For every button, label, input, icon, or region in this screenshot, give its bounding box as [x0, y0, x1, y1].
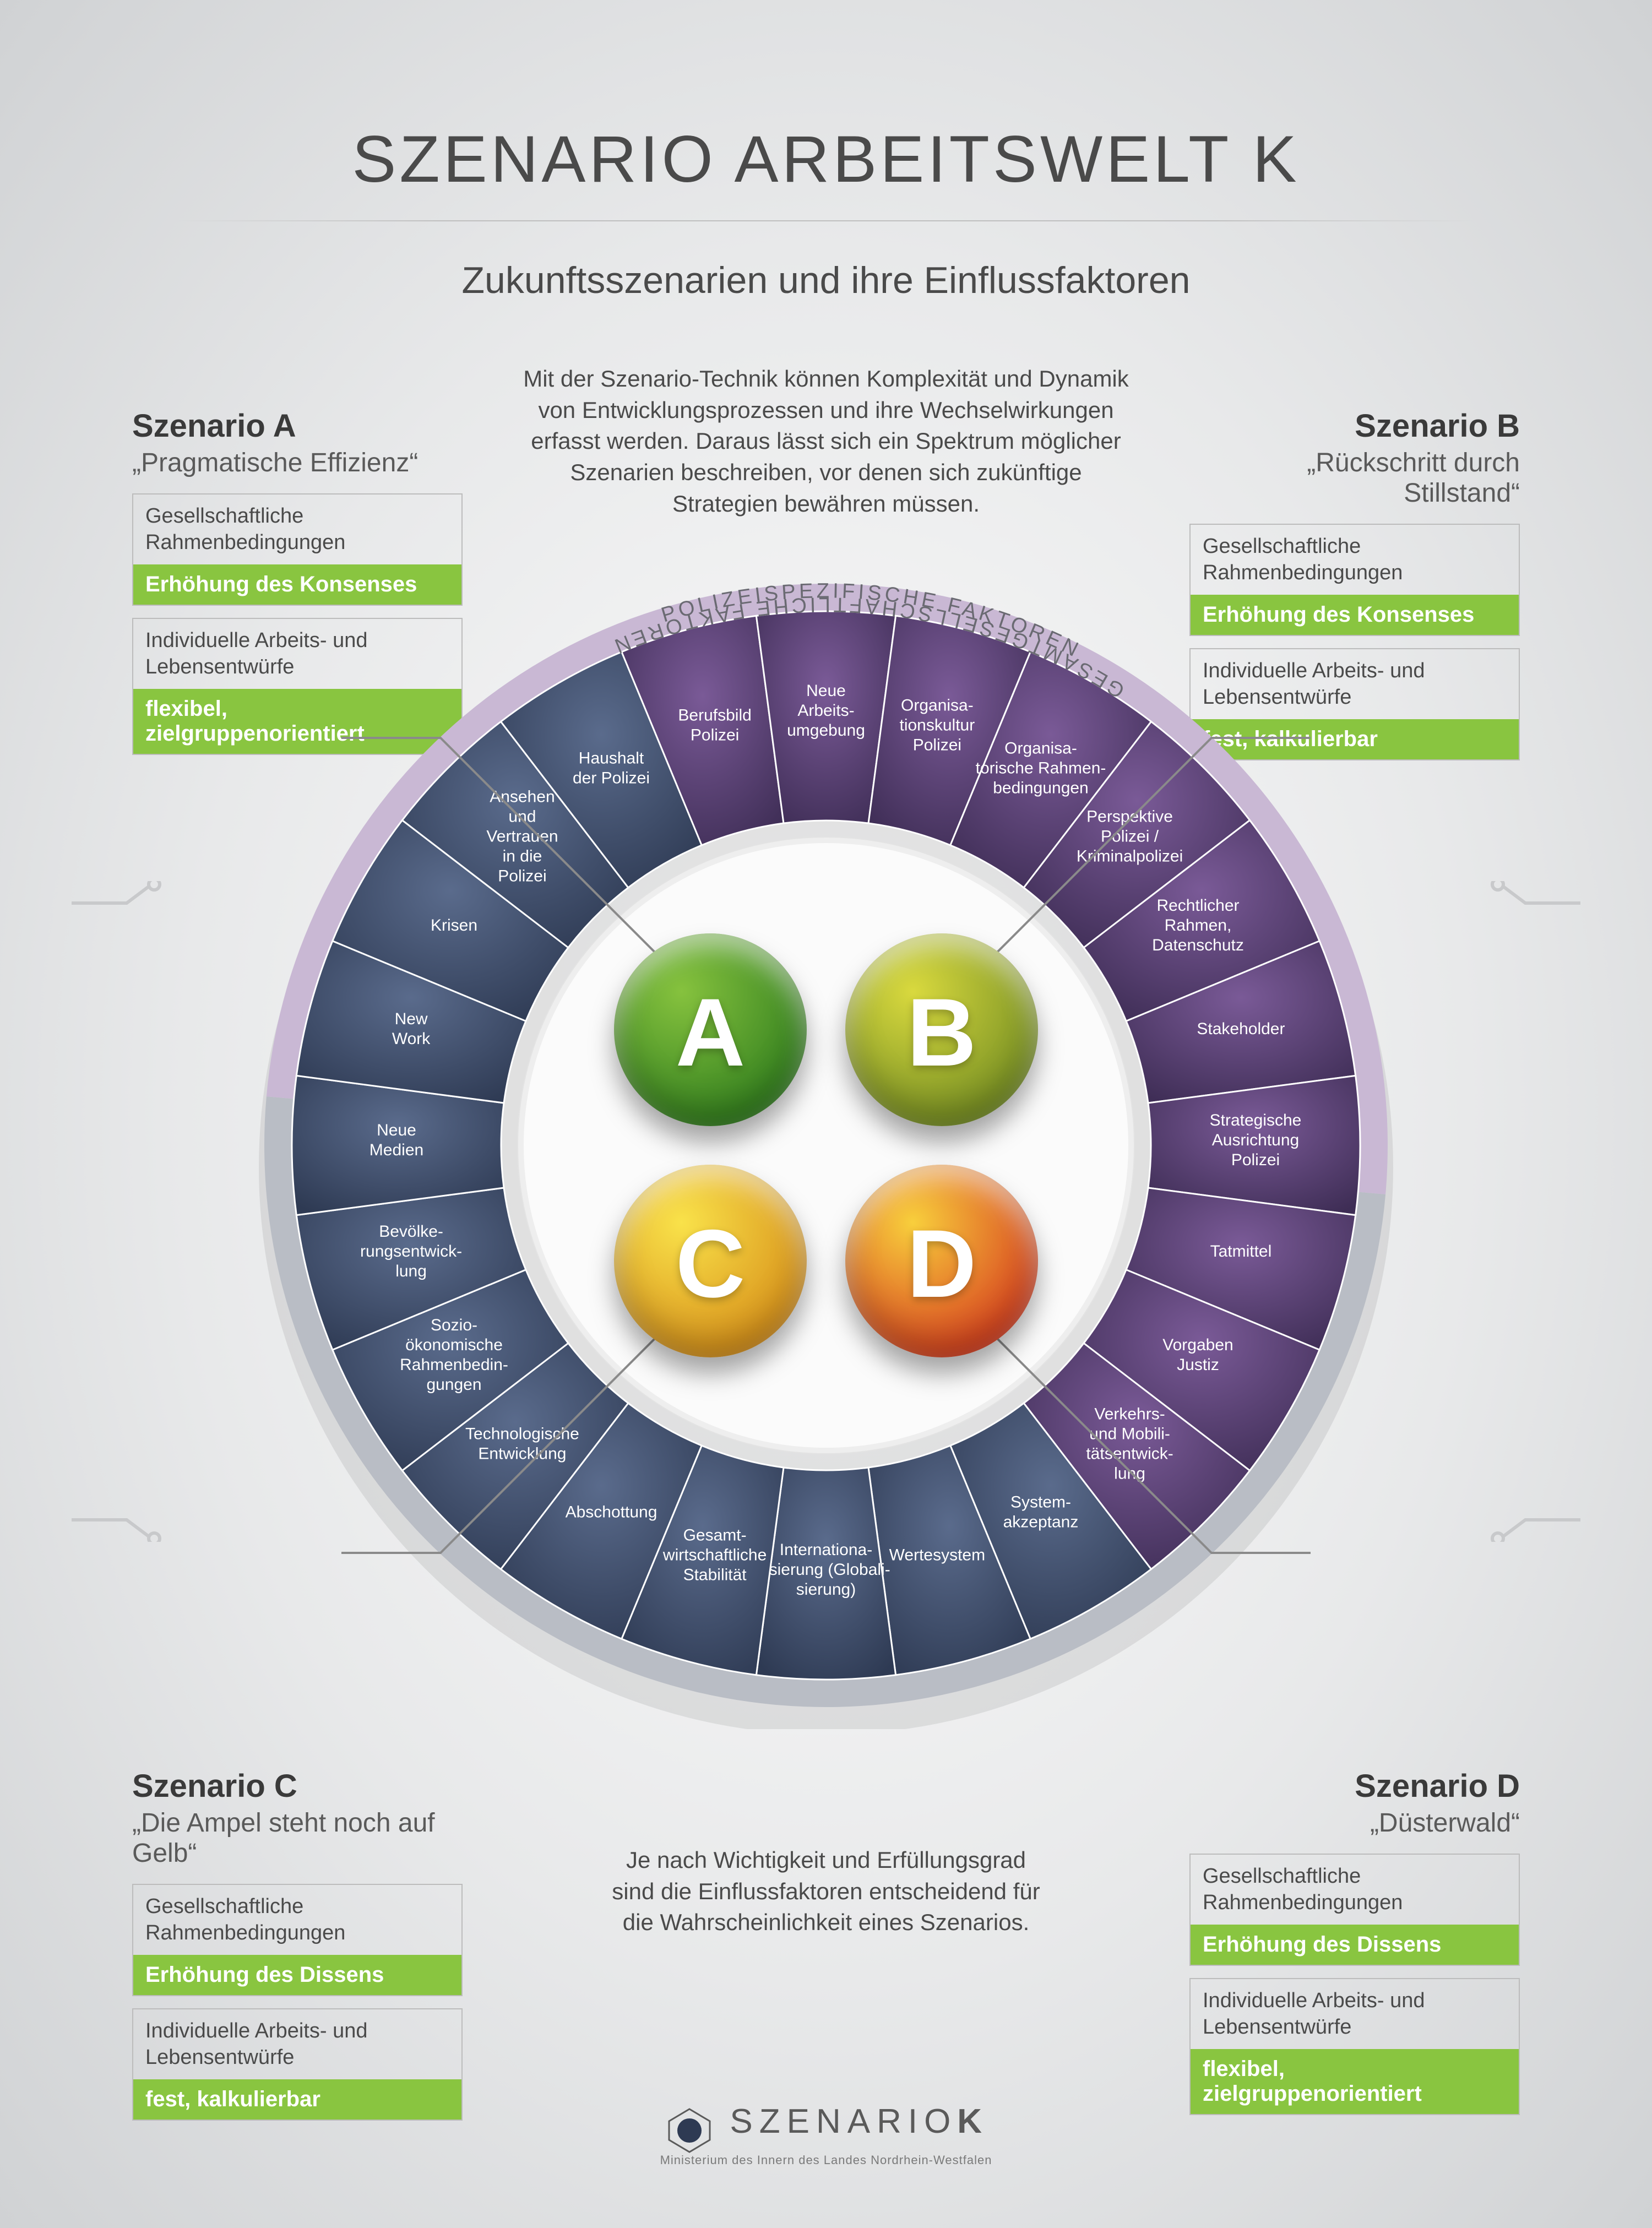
footer-subline: Ministerium des Innern des Landes Nordrh…	[0, 2153, 1652, 2167]
scenario-quote: „Düsterwald“	[1189, 1808, 1520, 1838]
outro-text: Je nach Wichtigkeit und Erfüllungsgrad s…	[606, 1845, 1046, 1938]
svg-text:Tatmittel: Tatmittel	[1210, 1242, 1272, 1260]
svg-text:RechtlicherRahmen,Datenschutz: RechtlicherRahmen,Datenschutz	[1152, 896, 1244, 954]
title-rule	[176, 220, 1476, 221]
sphere-c: C	[614, 1165, 807, 1357]
factor-box: Gesellschaftliche RahmenbedingungenErhöh…	[132, 1884, 463, 1996]
decor-circuit-icon	[66, 1498, 165, 1542]
sphere-b: B	[845, 933, 1038, 1126]
scenario-heading: Szenario A	[132, 407, 463, 444]
factor-value: Erhöhung des Dissens	[133, 1955, 461, 1995]
svg-text:Krisen: Krisen	[431, 916, 477, 934]
footer-brand: SZENARIOK	[730, 2102, 987, 2140]
scenario-heading: Szenario D	[1189, 1768, 1520, 1805]
scenario-c-panel: Szenario C „Die Ampel steht noch auf Gel…	[132, 1768, 463, 2133]
subtitle: Zukunftsszenarien und ihre Einflussfakto…	[0, 259, 1652, 302]
scenario-quote: „Die Ampel steht noch auf Gelb“	[132, 1808, 463, 1868]
svg-text:Stakeholder: Stakeholder	[1197, 1020, 1285, 1038]
sphere-d: D	[845, 1165, 1038, 1357]
scenario-d-panel: Szenario D „Düsterwald“ Gesellschaftlich…	[1189, 1768, 1520, 2127]
sphere-letter: C	[614, 1209, 807, 1319]
logo-icon	[665, 2106, 714, 2155]
decor-circuit-icon	[66, 881, 165, 925]
page-title: SZENARIO ARBEITSWELT K	[0, 121, 1652, 197]
footer: SZENARIOK Ministerium des Innern des Lan…	[0, 2102, 1652, 2167]
scenario-heading: Szenario B	[1189, 407, 1520, 444]
intro-text: Mit der Szenario-Technik können Komplexi…	[523, 363, 1129, 519]
wheel-svg: BerufsbildPolizeiNeueArbeits-umgebungOrg…	[242, 562, 1410, 1729]
decor-circuit-icon	[1487, 1498, 1586, 1542]
sphere-letter: D	[845, 1209, 1038, 1319]
factor-box: Individuelle Arbeits- und Lebensentwürfe…	[1189, 1978, 1520, 2115]
sphere-letter: B	[845, 977, 1038, 1088]
factor-box: Gesellschaftliche RahmenbedingungenErhöh…	[1189, 1854, 1520, 1966]
svg-text:Wertesystem: Wertesystem	[889, 1546, 985, 1564]
scenario-quote: „Pragmatische Effizienz“	[132, 448, 463, 478]
decor-circuit-icon	[1487, 881, 1586, 925]
scenario-heading: Szenario C	[132, 1768, 463, 1805]
svg-text:Abschottung: Abschottung	[566, 1503, 657, 1521]
sphere-a: A	[614, 933, 807, 1126]
sphere-letter: A	[614, 977, 807, 1088]
scenario-quote: „Rückschritt durch Stillstand“	[1189, 448, 1520, 508]
factor-value: Erhöhung des Dissens	[1191, 1925, 1519, 1965]
